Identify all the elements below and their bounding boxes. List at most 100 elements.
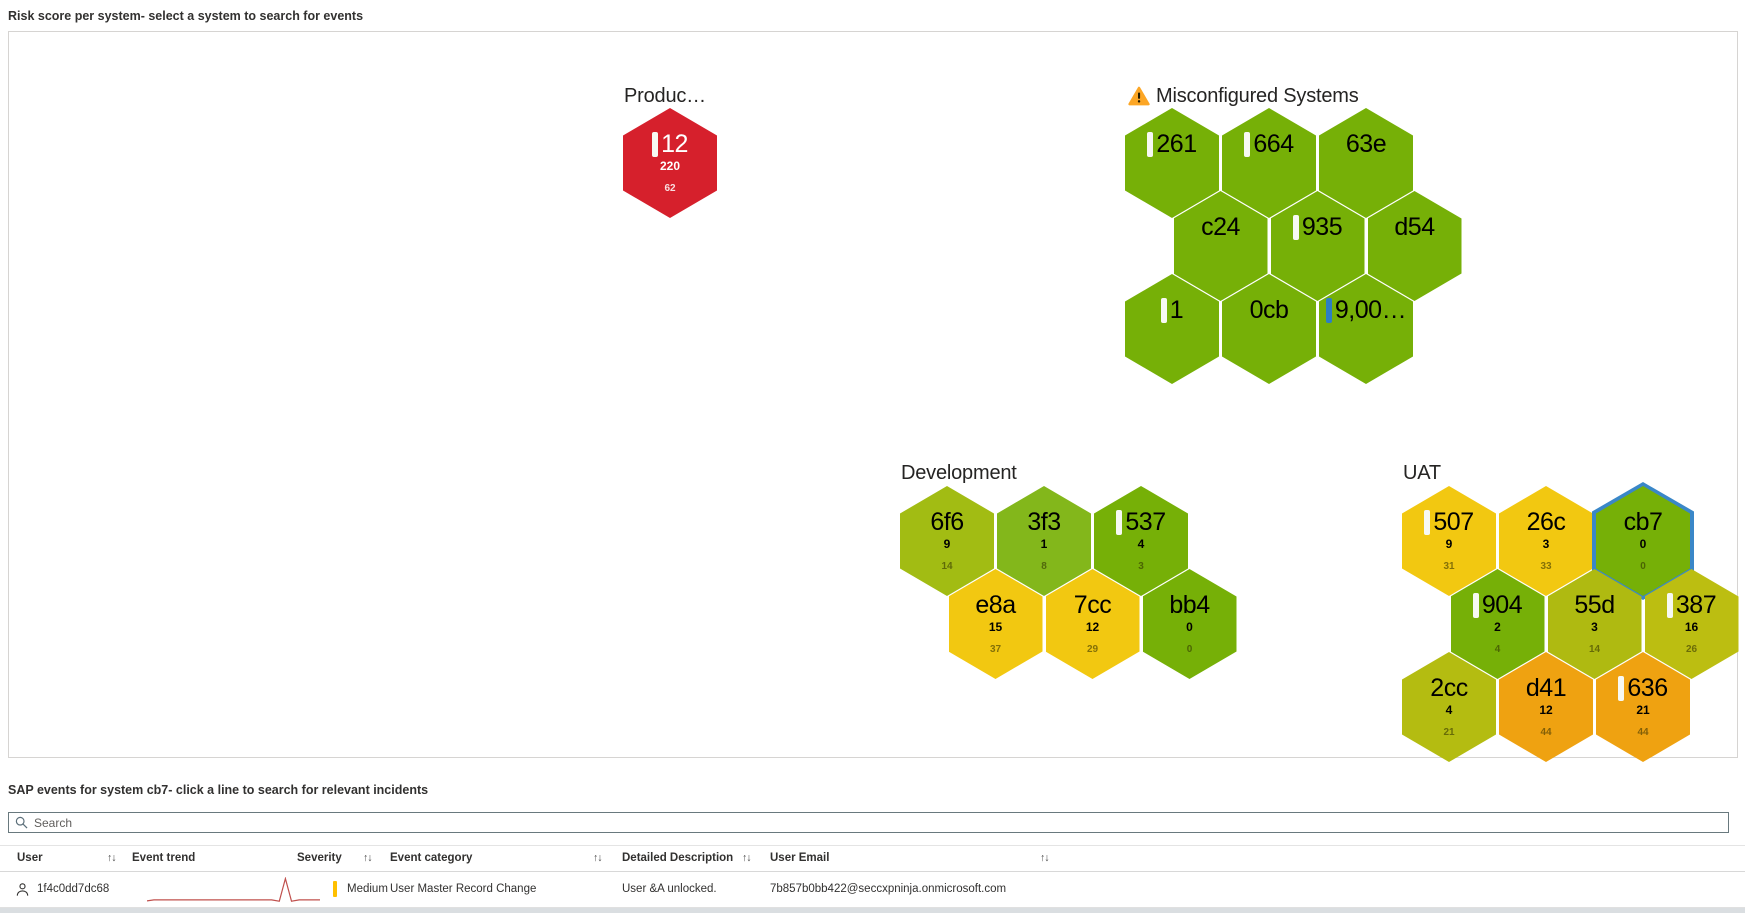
hex-tile-0cb[interactable]: 0cb <box>1222 274 1316 384</box>
hex-tile-935[interactable]: 935 <box>1270 191 1365 301</box>
column-header-severity[interactable]: Severity <box>297 852 342 864</box>
hex-label: 6f6 <box>930 507 964 536</box>
hex-tile-664[interactable]: 664 <box>1222 108 1316 218</box>
white-indicator-bar <box>1618 675 1625 701</box>
sort-icon[interactable]: ↑↓ <box>593 852 602 864</box>
white-indicator-bar <box>1116 509 1123 535</box>
events-section-title: SAP events for system cb7- click a line … <box>8 783 429 797</box>
bottom-scrollbar-track <box>0 908 1745 913</box>
hex-value-secondary: 29 <box>1086 644 1099 655</box>
hex-tile-2cc[interactable]: 2cc 4 21 <box>1402 652 1496 762</box>
hex-tile-904[interactable]: 904 2 4 <box>1450 569 1545 679</box>
hex-group-title-uat: UAT <box>1403 461 1441 485</box>
hex-tile-261[interactable]: 261 <box>1125 108 1219 218</box>
hex-value-secondary: 14 <box>941 561 953 572</box>
hex-value-secondary: 44 <box>1540 727 1552 738</box>
hex-label: e8a <box>975 590 1016 619</box>
hex-value-secondary: 0 <box>1186 644 1193 655</box>
hex-value-secondary: 26 <box>1685 644 1698 655</box>
hex-value-primary: 1 <box>1040 537 1048 551</box>
hex-value-primary: 12 <box>1539 703 1553 717</box>
group-title-label: Misconfigured Systems <box>1156 84 1359 107</box>
white-indicator-bar <box>1666 592 1673 618</box>
hex-label: c24 <box>1201 212 1240 241</box>
hex-label: 664 <box>1253 129 1294 158</box>
group-title-label: Produc… <box>624 84 706 107</box>
hex-tile-1[interactable]: 1 <box>1125 274 1219 384</box>
search-input[interactable] <box>28 814 1728 831</box>
hex-label: 26c <box>1526 507 1566 536</box>
hex-value-secondary: 44 <box>1637 727 1649 738</box>
hex-label: d54 <box>1394 212 1435 241</box>
hex-tile-3f3[interactable]: 3f3 1 8 <box>997 486 1091 596</box>
hex-value-primary: 4 <box>1137 537 1145 551</box>
hex-tile-bb4[interactable]: bb4 0 0 <box>1142 569 1237 679</box>
event-row[interactable]: 1f4c0dd7dc68 Medium User Master Record C… <box>0 872 1745 907</box>
hex-value-primary: 3 <box>1591 620 1598 634</box>
hex-tile-63e[interactable]: 63e <box>1319 108 1413 218</box>
hex-tile-e8a[interactable]: e8a 15 37 <box>948 569 1043 679</box>
column-header-user-email[interactable]: User Email <box>770 852 830 864</box>
hex-label: 12 <box>661 129 688 158</box>
table-row-divider <box>0 907 1745 908</box>
group-title-label: UAT <box>1403 461 1441 484</box>
search-icon <box>15 816 28 829</box>
events-table-header: User ↑↓ Event trend Severity ↑↓ Event ca… <box>0 846 1745 872</box>
column-header-user[interactable]: User <box>17 852 43 864</box>
hex-label: 2cc <box>1430 673 1468 702</box>
hex-tile-d54[interactable]: d54 <box>1367 191 1462 301</box>
hex-value-primary: 16 <box>1684 620 1699 634</box>
hex-tile-636[interactable]: 636 21 44 <box>1596 652 1690 762</box>
hex-label: 537 <box>1125 507 1166 536</box>
page-title: Risk score per system- select a system t… <box>8 9 364 23</box>
hex-value-secondary: 62 <box>664 183 676 194</box>
hex-value-primary: 21 <box>1636 703 1650 717</box>
hex-value-primary: 12 <box>1085 620 1100 634</box>
hex-tile-12[interactable]: 12 220 62 <box>623 108 717 218</box>
event-category: User Master Record Change <box>390 883 537 895</box>
white-indicator-bar <box>1292 214 1299 240</box>
hex-tile-d41[interactable]: d41 12 44 <box>1499 652 1593 762</box>
hex-tile-507[interactable]: 507 9 31 <box>1402 486 1496 596</box>
chart-panel <box>8 31 1738 758</box>
hex-tile-c24[interactable]: c24 <box>1173 191 1268 301</box>
warning-icon <box>1128 86 1150 106</box>
hex-value-secondary: 21 <box>1443 727 1455 738</box>
sort-icon[interactable]: ↑↓ <box>1040 852 1049 864</box>
hex-value-primary: 9 <box>1445 537 1453 551</box>
hex-label: 1 <box>1169 295 1184 324</box>
table-header-top-divider <box>0 845 1745 846</box>
hex-value-secondary: 3 <box>1138 561 1144 572</box>
hex-tile-900[interactable]: 9,00… <box>1319 274 1413 384</box>
hex-value-primary: 0 <box>1639 537 1647 551</box>
column-header-detailed-description[interactable]: Detailed Description <box>622 852 734 864</box>
severity-bar <box>333 881 337 897</box>
column-header-event-trend[interactable]: Event trend <box>132 852 196 864</box>
sort-icon[interactable]: ↑↓ <box>363 852 372 864</box>
hex-tile-6f6[interactable]: 6f6 9 14 <box>900 486 994 596</box>
hex-group-title-development: Development <box>901 461 1017 485</box>
sort-icon[interactable]: ↑↓ <box>107 852 116 864</box>
hex-tile-537[interactable]: 537 4 3 <box>1094 486 1188 596</box>
hex-value-primary: 4 <box>1445 703 1453 717</box>
white-indicator-bar <box>1472 592 1479 618</box>
hex-tile-26c[interactable]: 26c 3 33 <box>1499 486 1593 596</box>
hex-label: 935 <box>1301 212 1343 241</box>
hex-value-secondary: 4 <box>1494 644 1501 655</box>
hex-label: cb7 <box>1623 507 1663 536</box>
event-trend-sparkline <box>147 877 320 902</box>
white-indicator-bar <box>1160 297 1167 323</box>
group-title-label: Development <box>901 461 1017 484</box>
hex-value-secondary: 8 <box>1041 561 1047 572</box>
event-user: 1f4c0dd7dc68 <box>37 883 110 895</box>
event-severity: Medium <box>347 883 388 895</box>
hex-label: bb4 <box>1169 590 1210 619</box>
sort-icon[interactable]: ↑↓ <box>742 852 751 864</box>
hex-label: 7cc <box>1073 590 1112 619</box>
events-search-box[interactable] <box>8 812 1729 833</box>
hex-tile-7cc[interactable]: 7cc 12 29 <box>1045 569 1140 679</box>
hex-tile-55d[interactable]: 55d 3 14 <box>1547 569 1642 679</box>
column-header-event-category[interactable]: Event category <box>390 852 473 864</box>
hex-tile-387[interactable]: 387 16 26 <box>1644 569 1739 679</box>
